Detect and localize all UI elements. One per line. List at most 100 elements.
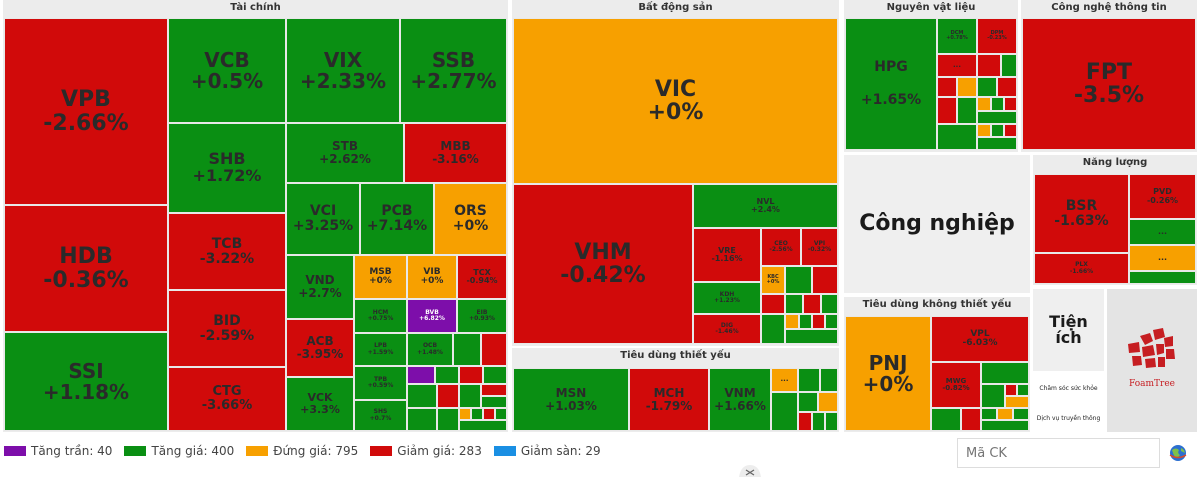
stock-tile-small[interactable] [459, 384, 481, 408]
stock-tile-small[interactable] [812, 412, 825, 431]
stock-tile-pnj[interactable]: PNJ +0% [845, 316, 931, 431]
stock-tile-mch[interactable]: MCH -1.79% [629, 368, 709, 431]
stock-tile-small[interactable] [435, 366, 459, 384]
more-tile[interactable]: ... [1129, 219, 1196, 245]
stock-tile-small[interactable] [981, 362, 1029, 384]
stock-tile-small[interactable] [481, 333, 507, 366]
stock-tile-fpt[interactable]: FPT -3.5% [1022, 18, 1196, 150]
sector-telecom[interactable]: Dịch vụ truyền thông [1033, 405, 1104, 432]
sector-industrial[interactable]: Công nghiệp [844, 155, 1030, 293]
stock-tile-stb[interactable]: STB +2.62% [286, 123, 404, 183]
stock-tile-small[interactable] [997, 408, 1013, 420]
stock-tile-small[interactable] [937, 124, 977, 150]
stock-tile-small[interactable] [483, 408, 495, 420]
stock-tile-msb[interactable]: MSB +0% [354, 255, 407, 299]
stock-tile-small[interactable] [799, 314, 812, 329]
stock-tile-small[interactable] [407, 384, 437, 408]
stock-tile-vib[interactable]: VIB +0% [407, 255, 457, 299]
stock-tile-small[interactable] [991, 124, 1004, 137]
market-treemap[interactable]: Tài chính VPB -2.66% HDB -0.36% SSI +1.1… [0, 0, 1200, 436]
stock-tile-small[interactable] [981, 384, 1005, 408]
stock-tile-small[interactable] [1129, 271, 1196, 284]
stock-tile-small[interactable] [437, 408, 459, 431]
stock-tile-small[interactable] [798, 392, 818, 412]
stock-tile-small[interactable] [771, 392, 798, 431]
stock-tile-ssi[interactable]: SSI +1.18% [4, 332, 168, 431]
stock-tile-small[interactable] [991, 97, 1004, 111]
stock-tile-bid[interactable]: BID -2.59% [168, 290, 286, 367]
stock-tile-msn[interactable]: MSN +1.03% [513, 368, 629, 431]
stock-tile-vnd[interactable]: VND +2.7% [286, 255, 354, 319]
stock-tile-pcb[interactable]: PCB +7.14% [360, 183, 434, 255]
stock-tile-small[interactable] [481, 384, 507, 396]
stock-tile-small[interactable] [785, 314, 799, 329]
stock-tile-hcm[interactable]: HCM +0.75% [354, 299, 407, 333]
stock-tile-vic[interactable]: VIC +0% [513, 18, 838, 184]
sector-health[interactable]: Chăm sóc sức khỏe [1033, 374, 1104, 402]
stock-tile-small[interactable] [1017, 384, 1029, 396]
stock-tile-small[interactable] [407, 366, 435, 384]
stock-tile-small[interactable] [957, 77, 977, 97]
stock-tile-vpl[interactable]: VPL -6.03% [931, 316, 1029, 362]
stock-tile-small[interactable] [1005, 396, 1029, 408]
stock-tile-small[interactable] [471, 408, 483, 420]
stock-tile-bsr[interactable]: BSR -1.63% [1034, 174, 1129, 253]
stock-tile-small[interactable] [825, 314, 838, 329]
stock-tile-shs[interactable]: SHS +0.7% [354, 400, 407, 431]
stock-tile-kdh[interactable]: KDH +1.23% [693, 282, 761, 314]
stock-tile-vci[interactable]: VCI +3.25% [286, 183, 360, 255]
stock-tile-vck[interactable]: VCK +3.3% [286, 377, 354, 431]
stock-tile-small[interactable] [812, 314, 825, 329]
stock-tile-vhm[interactable]: VHM -0.42% [513, 184, 693, 344]
stock-tile-small[interactable] [1004, 124, 1017, 137]
more-tile[interactable]: ... [1129, 245, 1196, 271]
stock-tile-small[interactable] [820, 368, 838, 392]
stock-tile-ceo[interactable]: CEO -2.56% [761, 228, 801, 266]
stock-tile-small[interactable] [803, 294, 821, 314]
stock-tile-mwg[interactable]: MWG -0.82% [931, 362, 981, 408]
stock-tile-small[interactable] [785, 294, 803, 314]
stock-tile-small[interactable] [961, 408, 981, 431]
stock-tile-small[interactable] [977, 54, 1001, 77]
stock-tile-small[interactable] [798, 368, 820, 392]
stock-tile-small[interactable] [785, 329, 838, 344]
stock-tile-vre[interactable]: VRE -1.16% [693, 228, 761, 282]
stock-tile-small[interactable] [459, 408, 471, 420]
stock-tile-small[interactable] [437, 384, 459, 408]
stock-tile-hdb[interactable]: HDB -0.36% [4, 205, 168, 332]
globe-icon[interactable] [1168, 443, 1188, 463]
stock-tile-small[interactable] [459, 366, 483, 384]
stock-tile-tpb[interactable]: TPB +0.59% [354, 366, 407, 400]
stock-tile-dig[interactable]: DIG -1.46% [693, 314, 761, 344]
stock-tile-small[interactable] [1004, 97, 1017, 111]
stock-tile-vcb[interactable]: VCB +0.5% [168, 18, 286, 123]
stock-tile-small[interactable] [407, 408, 437, 431]
stock-tile-eib[interactable]: EIB +0.93% [457, 299, 507, 333]
stock-tile-small[interactable] [821, 294, 838, 314]
stock-tile-small[interactable] [495, 408, 507, 420]
stock-tile-lpb[interactable]: LPB +1.59% [354, 333, 407, 366]
stock-tile-small[interactable] [812, 266, 838, 294]
stock-tile-dcm[interactable]: DCM +0.78% [937, 18, 977, 54]
stock-tile-small[interactable] [981, 408, 997, 420]
stock-tile-dpm[interactable]: DPM -0.23% [977, 18, 1017, 54]
stock-tile-small[interactable] [785, 266, 812, 294]
stock-tile-pvd[interactable]: PVD -0.26% [1129, 174, 1196, 219]
stock-tile-small[interactable] [977, 97, 991, 111]
stock-tile-small[interactable] [997, 77, 1017, 97]
stock-tile-hpg[interactable]: HPG +1.65% [845, 18, 937, 150]
more-tile[interactable]: ... [771, 368, 798, 392]
stock-tile-small[interactable] [1005, 384, 1017, 396]
sector-utilities[interactable]: Tiện ích [1033, 289, 1104, 371]
stock-tile-small[interactable] [825, 412, 838, 431]
stock-tile-small[interactable] [981, 420, 1029, 431]
stock-tile-vnm[interactable]: VNM +1.66% [709, 368, 771, 431]
stock-tile-tcx[interactable]: TCX -0.94% [457, 255, 507, 299]
stock-tile-acb[interactable]: ACB -3.95% [286, 319, 354, 377]
stock-tile-vix[interactable]: VIX +2.33% [286, 18, 400, 123]
stock-tile-small[interactable] [453, 333, 481, 366]
stock-tile-small[interactable] [1001, 54, 1017, 77]
stock-tile-small[interactable] [977, 137, 1017, 150]
stock-tile-kbc[interactable]: KBC +0% [761, 266, 785, 294]
stock-tile-ssb[interactable]: SSB +2.77% [400, 18, 507, 123]
